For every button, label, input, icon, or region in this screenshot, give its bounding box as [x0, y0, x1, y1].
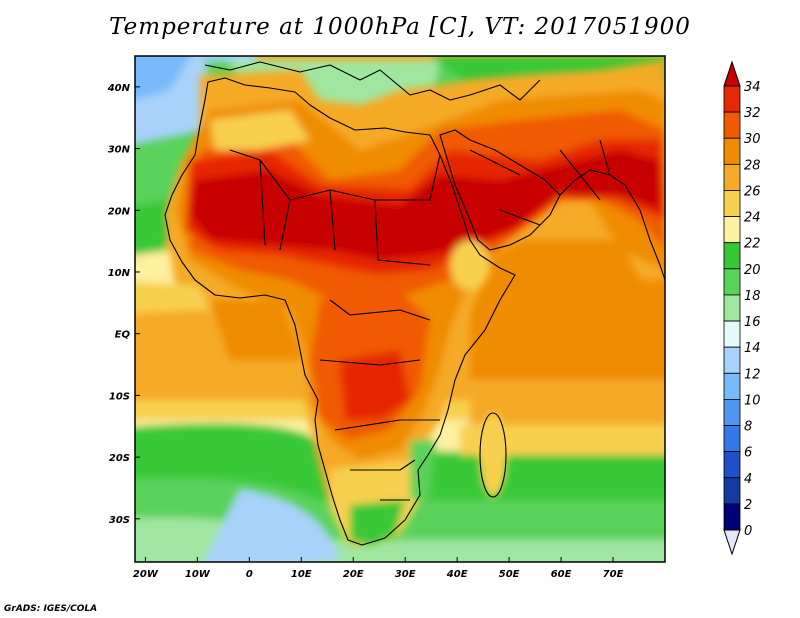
arabian-peninsula-coastline [439, 129, 561, 251]
madagascar-land [479, 413, 507, 497]
europe-coastline [204, 61, 541, 101]
colorbar-label: 14 [744, 341, 761, 356]
colorbar-label: 26 [744, 184, 761, 199]
central-africa-band-32 [340, 350, 410, 420]
lon-tick-label: 40E [446, 569, 468, 580]
lat-tick-label: 20N [108, 206, 131, 217]
colorbar-label: 18 [744, 289, 761, 304]
colorbar-label: 2 [744, 498, 752, 513]
lat-tick-label: EQ [115, 330, 131, 341]
lon-tick-label: 50E [499, 569, 520, 580]
colorbar-swatch [723, 268, 741, 296]
lat-tick-label: 20S [109, 453, 130, 464]
north-atlantic-band-18 [135, 130, 200, 206]
colorbar-swatch [723, 216, 741, 244]
colorbar-label: 8 [744, 420, 752, 435]
lon-tick-label: 30E [395, 569, 416, 580]
colorbar-swatch [723, 477, 741, 505]
colorbar-label: 32 [744, 106, 761, 121]
lon-tick-label: 10E [291, 569, 312, 580]
colorbar-label: 6 [744, 446, 752, 461]
lon-tick-label: 20E [343, 569, 364, 580]
africa-coastline [164, 77, 516, 546]
colorbar-swatch [723, 320, 741, 348]
colorbar-swatch [723, 425, 741, 453]
colorbar-label: 30 [744, 132, 761, 147]
madagascar-coastline [479, 412, 507, 498]
africa-borders [229, 149, 441, 501]
colorbar-swatch [723, 190, 741, 217]
colorbar-swatch [723, 346, 741, 374]
land-band-34 [190, 150, 660, 260]
colorbar-swatch [723, 399, 741, 426]
colorbar-label: 4 [744, 472, 752, 487]
chart-title: Temperature at 1000hPa [C], VT: 20170519… [109, 14, 691, 40]
lat-tick-label: 30S [109, 515, 130, 526]
asia-coastline [559, 169, 665, 281]
north-africa-coast-band-24 [210, 110, 310, 150]
colorbar-bottom-arrow [723, 529, 741, 556]
colorbar-swatch [723, 111, 741, 139]
lat-tick-label: 30N [108, 145, 131, 156]
north-atlantic-cool-12 [135, 56, 191, 100]
colorbar-label: 16 [744, 315, 761, 330]
arabia-borders [469, 139, 611, 226]
colorbar-swatch [723, 372, 741, 400]
tropical-atlantic-band-24 [135, 281, 210, 314]
colorbar-swatch [723, 451, 741, 479]
colorbar-swatch [723, 85, 741, 113]
latitude-axis: 40N 30N 20N 10N EQ 10S 20S 30S [107, 83, 140, 526]
colorbar-label: 20 [744, 263, 761, 278]
colorbar-label: 12 [744, 367, 761, 382]
lat-tick-label: 40N [107, 83, 131, 94]
colorbar-label: 24 [744, 211, 761, 226]
colorbar-swatch [723, 294, 741, 322]
colorbar-label: 28 [744, 158, 761, 173]
ethiopian-highlands-cool [450, 240, 490, 290]
colorbar-label: 34 [744, 80, 761, 95]
colorbar-swatch [723, 163, 741, 191]
southern-africa-band-20 [350, 500, 405, 545]
colorbar-swatch [723, 137, 741, 165]
lon-tick-label: 60E [551, 569, 572, 580]
lon-tick-label: 10W [185, 569, 211, 580]
colorbar-label: 22 [744, 237, 761, 252]
lon-tick-label: 0 [246, 569, 253, 580]
longitude-axis: 20W 10W 0 10E 20E 30E 40E 50E 60E 70E [133, 557, 624, 580]
coastlines [164, 61, 665, 546]
colorbar-label: 10 [744, 393, 761, 408]
map-frame [134, 55, 666, 563]
mozambique-coast-cool [410, 440, 435, 500]
south-ocean-band-14 [204, 490, 340, 562]
lat-tick-label: 10S [109, 391, 130, 402]
lon-tick-label: 20W [133, 569, 159, 580]
colorbar-swatch [723, 242, 741, 270]
colorbar-label: 0 [744, 524, 752, 539]
grads-credit: GrADS: IGES/COLA [4, 604, 98, 614]
tropical-atlantic-band-22 [135, 250, 175, 288]
north-atlantic-band-20 [135, 200, 170, 255]
colorbar-swatch [723, 503, 741, 531]
lat-tick-label: 10N [108, 268, 131, 279]
colorbar-top-arrow [723, 60, 741, 87]
lon-tick-label: 70E [603, 569, 624, 580]
